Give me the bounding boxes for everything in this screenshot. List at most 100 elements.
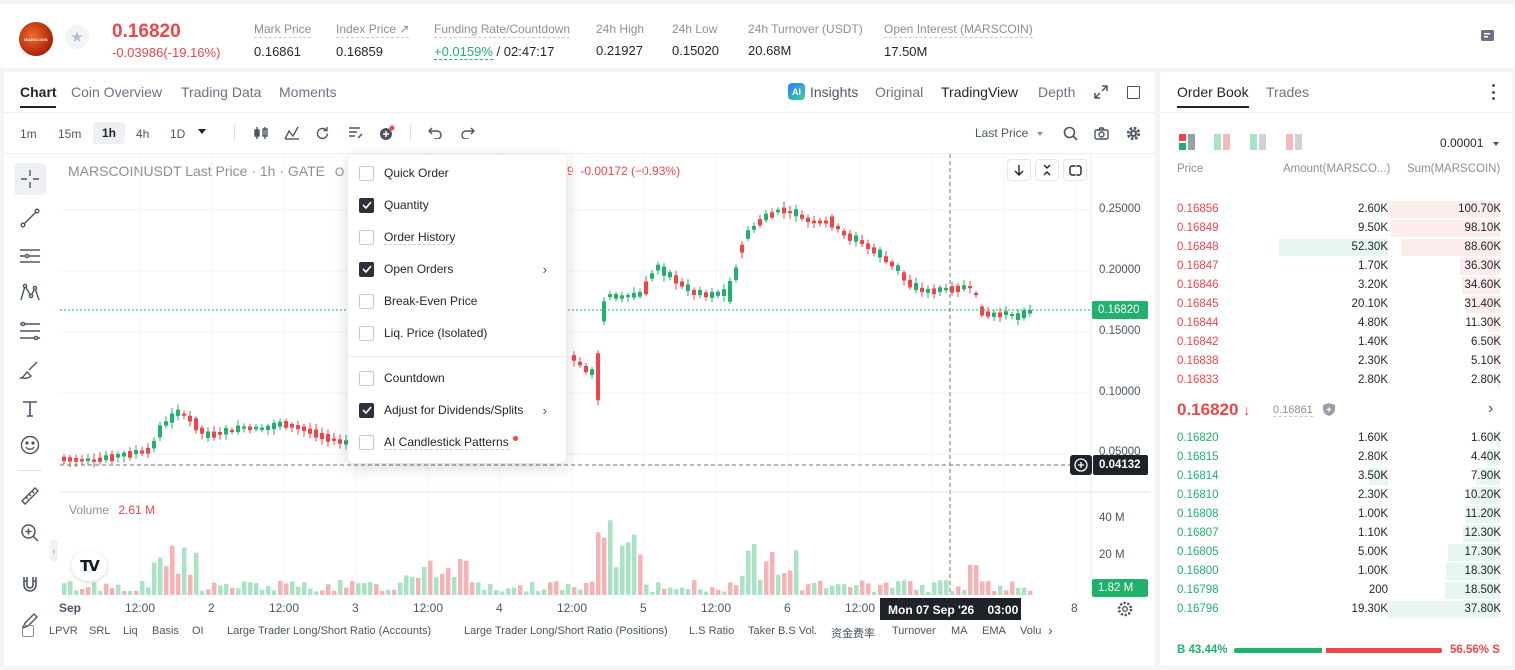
menu-item-countdown[interactable]: Countdown — [359, 367, 555, 389]
bid-row[interactable]: 0.16820 1.60K 1.60K — [1168, 429, 1508, 448]
tab-trading-data[interactable]: Trading Data — [181, 84, 262, 100]
magnet-tool-icon[interactable] — [14, 568, 46, 600]
precision-select[interactable]: 0.00001 — [1440, 136, 1499, 150]
stat-index-price[interactable]: Index Price ↗ 0.16859 — [336, 22, 410, 59]
checkbox[interactable] — [359, 325, 374, 341]
indicator-srl[interactable]: SRL — [89, 625, 111, 637]
indicator-ma[interactable]: MA — [951, 625, 968, 637]
ask-row[interactable]: 0.16842 1.40K 6.50K — [1168, 333, 1508, 352]
ask-row[interactable]: 0.16845 20.10K 31.40K — [1168, 295, 1508, 314]
timeframe-15m[interactable]: 15m — [58, 127, 82, 141]
stat-mark-price[interactable]: Mark Price 0.16861 — [254, 22, 312, 59]
price-type-select[interactable]: Last Price — [975, 126, 1043, 140]
text-tool-icon[interactable] — [14, 392, 46, 424]
indicator-taker-bs-vol[interactable]: Taker B.S Vol. — [748, 625, 818, 637]
checkbox[interactable] — [359, 229, 374, 245]
camera-icon[interactable] — [1090, 122, 1112, 144]
checkbox[interactable] — [359, 370, 374, 386]
candlestick-chart[interactable] — [0, 0, 1160, 670]
tab-order-book[interactable]: Order Book — [1177, 84, 1249, 100]
candle-type-icon[interactable] — [250, 122, 272, 144]
coin-logo[interactable]: MARSCOIN — [19, 22, 53, 56]
zoom-in-icon[interactable] — [14, 517, 46, 549]
refresh-icon[interactable] — [311, 122, 333, 144]
indicators-icon[interactable] — [281, 122, 303, 144]
tab-insights[interactable]: Insights — [810, 84, 859, 100]
chevron-right-icon[interactable]: › — [1488, 400, 1494, 417]
menu-item-open-orders[interactable]: Open Orders › — [359, 258, 555, 280]
tab-tradingview[interactable]: TradingView — [941, 84, 1019, 100]
tab-original[interactable]: Original — [875, 84, 924, 100]
ruler-tool-icon[interactable] — [14, 480, 46, 512]
horizontal-lines-icon[interactable] — [14, 240, 46, 272]
brush-tool-icon[interactable] — [14, 354, 46, 386]
indicator-toggle-icon[interactable] — [22, 625, 34, 637]
book-view-mixed-icon[interactable] — [1214, 134, 1230, 150]
bid-row[interactable]: 0.16810 2.30K 10.20K — [1168, 486, 1508, 505]
tab-chart[interactable]: Chart — [20, 84, 57, 100]
timeframe-1m[interactable]: 1m — [20, 127, 37, 141]
timeframe-1d[interactable]: 1D — [170, 127, 186, 141]
bid-row[interactable]: 0.16796 19.30K 37.80K — [1168, 600, 1508, 619]
chevron-right-icon[interactable]: › — [1048, 622, 1053, 638]
trend-line-icon[interactable] — [14, 202, 46, 234]
redo-icon[interactable] — [456, 122, 478, 144]
collapse-toolbar-handle[interactable]: ‹ — [50, 540, 58, 562]
indicator-ls-ratio[interactable]: L.S Ratio — [689, 625, 735, 637]
add-settings-icon[interactable] — [376, 122, 398, 144]
ask-row[interactable]: 0.16846 3.20K 34.60K — [1168, 276, 1508, 295]
indicator-liq[interactable]: Liq — [123, 625, 138, 637]
indicator-oi[interactable]: OI — [192, 625, 204, 637]
bid-row[interactable]: 0.16815 2.80K 4.40K — [1168, 448, 1508, 467]
ask-row[interactable]: 0.16833 2.80K 2.80K — [1168, 371, 1508, 390]
menu-item-ai-candlestick[interactable]: AI Candlestick Patterns — [359, 431, 555, 453]
ask-row[interactable]: 0.16848 52.30K 88.60K — [1168, 238, 1508, 257]
gear-icon[interactable] — [1122, 122, 1144, 144]
fib-tool-icon[interactable] — [14, 315, 46, 347]
menu-item-order-history[interactable]: Order History — [359, 226, 555, 248]
more-icon[interactable] — [1490, 84, 1496, 100]
chevron-down-icon[interactable] — [198, 129, 206, 134]
emoji-tool-icon[interactable] — [14, 429, 46, 461]
stat-open-interest[interactable]: Open Interest (MARSCOIN) 17.50M — [884, 22, 1033, 59]
checkbox[interactable] — [359, 434, 374, 450]
timeframe-4h[interactable]: 4h — [136, 127, 150, 141]
window-icon[interactable] — [1127, 86, 1140, 99]
tab-moments[interactable]: Moments — [279, 84, 337, 100]
ask-row[interactable]: 0.16844 4.80K 11.30K — [1168, 314, 1508, 333]
tradingview-logo[interactable]: TV — [71, 551, 107, 581]
crosshair-tool-icon[interactable] — [14, 163, 46, 195]
fullscreen-button[interactable] — [1063, 159, 1087, 181]
bid-row[interactable]: 0.16814 3.50K 7.90K — [1168, 467, 1508, 486]
book-view-both-icon[interactable] — [1179, 134, 1195, 150]
tab-coin-overview[interactable]: Coin Overview — [71, 84, 163, 100]
pattern-tool-icon[interactable] — [14, 277, 46, 309]
indicator-lt-ls-positions[interactable]: Large Trader Long/Short Ratio (Positions… — [464, 625, 668, 637]
tab-trades[interactable]: Trades — [1266, 84, 1310, 100]
favorite-star-icon[interactable]: ★ — [65, 25, 89, 49]
pen-tool-icon[interactable] — [14, 605, 46, 637]
scroll-latest-button[interactable] — [1007, 159, 1031, 181]
bid-row[interactable]: 0.16800 1.00K 18.30K — [1168, 562, 1508, 581]
menu-item-liq-price[interactable]: Liq. Price (Isolated) — [359, 322, 555, 344]
indicator-basis[interactable]: Basis — [152, 625, 179, 637]
bid-row[interactable]: 0.16805 5.00K 17.30K — [1168, 543, 1508, 562]
stat-funding-rate[interactable]: Funding Rate/Countdown +0.0159% / 02:47:… — [434, 22, 571, 60]
indicator-ema[interactable]: EMA — [982, 625, 1006, 637]
checkbox[interactable] — [359, 293, 374, 309]
chart-settings-icon[interactable] — [1117, 601, 1133, 617]
checkbox-checked[interactable] — [359, 402, 374, 418]
search-icon[interactable] — [1059, 122, 1081, 144]
menu-item-quick-order[interactable]: Quick Order — [359, 162, 555, 184]
indicator-volume[interactable]: Volu — [1020, 625, 1042, 637]
ask-row[interactable]: 0.16856 2.60K 100.70K — [1168, 200, 1508, 219]
indicator-lpvr[interactable]: LPVR — [49, 625, 78, 637]
ask-row[interactable]: 0.16847 1.70K 36.30K — [1168, 257, 1508, 276]
ask-row[interactable]: 0.16838 2.30K 5.10K — [1168, 352, 1508, 371]
timeframe-1h[interactable]: 1h — [93, 122, 126, 144]
bid-row[interactable]: 0.16807 1.10K 12.30K — [1168, 524, 1508, 543]
mid-price[interactable]: 0.16820 ↓ — [1177, 400, 1250, 420]
indicator-funding-rate[interactable]: 资金费率 — [831, 628, 875, 640]
indicator-lt-ls-accounts[interactable]: Large Trader Long/Short Ratio (Accounts) — [227, 625, 432, 637]
checkbox[interactable] — [359, 165, 374, 181]
